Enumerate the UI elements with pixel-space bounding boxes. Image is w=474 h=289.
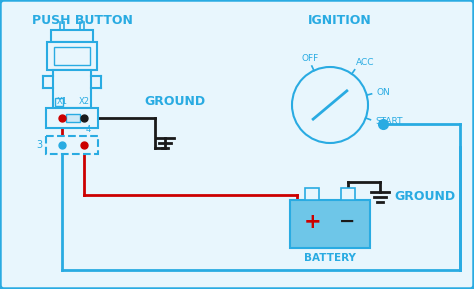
Text: PUSH BUTTON: PUSH BUTTON xyxy=(32,14,132,27)
Text: ON: ON xyxy=(376,88,390,97)
Circle shape xyxy=(292,67,368,143)
Bar xyxy=(46,108,98,128)
Text: X2: X2 xyxy=(79,97,90,106)
Text: START: START xyxy=(375,117,402,126)
Bar xyxy=(53,70,91,108)
Text: IGNITION: IGNITION xyxy=(308,14,372,27)
Text: X1: X1 xyxy=(56,97,67,106)
Text: 3: 3 xyxy=(36,140,42,150)
Text: 4: 4 xyxy=(85,125,91,134)
Text: BATTERY: BATTERY xyxy=(304,253,356,263)
Text: +: + xyxy=(303,212,321,231)
Bar xyxy=(54,47,90,65)
Bar xyxy=(305,188,319,200)
Bar xyxy=(55,98,63,106)
Bar xyxy=(66,114,80,122)
Bar xyxy=(290,200,370,248)
Bar xyxy=(47,42,97,70)
Text: −: − xyxy=(339,212,356,231)
Bar xyxy=(46,136,98,154)
Text: ACC: ACC xyxy=(356,58,375,67)
Text: GROUND: GROUND xyxy=(394,190,455,203)
Text: OFF: OFF xyxy=(302,54,319,63)
Bar xyxy=(341,188,355,200)
Text: GROUND: GROUND xyxy=(145,95,206,108)
Bar xyxy=(51,30,93,42)
